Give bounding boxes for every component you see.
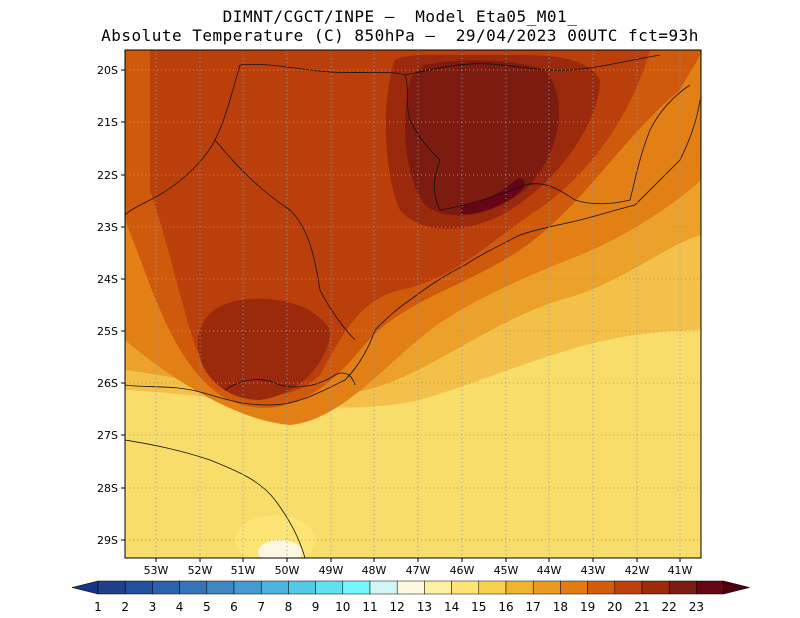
lon-label-42W: 42W bbox=[625, 564, 650, 577]
colorbar-label-1: 1 bbox=[94, 600, 102, 614]
lat-label-25S: 25S bbox=[97, 325, 118, 338]
colorbar-swatch-18 bbox=[560, 580, 588, 595]
lat-label-27S: 27S bbox=[97, 429, 118, 442]
colorbar-label-10: 10 bbox=[335, 600, 350, 614]
lon-label-53W: 53W bbox=[144, 564, 169, 577]
colorbar-swatch-5 bbox=[206, 580, 235, 595]
colorbar-label-23: 23 bbox=[689, 600, 704, 614]
colorbar-label-14: 14 bbox=[444, 600, 459, 614]
colorbar-swatch-23 bbox=[696, 580, 724, 595]
colorbar-label-20: 20 bbox=[607, 600, 622, 614]
colorbar-swatch-20 bbox=[614, 580, 643, 595]
lat-label-22S: 22S bbox=[97, 169, 118, 182]
colorbar-swatch-14 bbox=[451, 580, 480, 595]
state-border-pr bbox=[214, 139, 356, 341]
colorbar-label-12: 12 bbox=[390, 600, 405, 614]
colorbar-label-21: 21 bbox=[634, 600, 649, 614]
state-border-ms bbox=[125, 64, 241, 216]
colorbar: 1 2 3 4 5 6 7 8 9 10 11 12 13 14 15 16 17 18 19 20 21 22 23 bbox=[71, 580, 750, 614]
lon-label-49W: 49W bbox=[319, 564, 344, 577]
boundary-lines bbox=[125, 54, 701, 558]
colorbar-over-arrow bbox=[723, 580, 750, 595]
map-title-line-2: Absolute Temperature (C) 850hPa – 29/04/… bbox=[101, 26, 699, 45]
colorbar-label-3: 3 bbox=[149, 600, 157, 614]
colorbar-label-19: 19 bbox=[580, 600, 595, 614]
graticule bbox=[125, 50, 701, 558]
colorbar-swatch-22 bbox=[668, 580, 697, 595]
state-border-mg-rj bbox=[439, 183, 631, 211]
map-title-line-1: DIMNT/CGCT/INPE – Model Eta05_M01_ bbox=[222, 7, 578, 26]
colorbar-label-16: 16 bbox=[498, 600, 513, 614]
colorbar-label-7: 7 bbox=[257, 600, 265, 614]
colorbar-swatch-3 bbox=[152, 580, 180, 595]
colorbar-label-22: 22 bbox=[662, 600, 677, 614]
colorbar-under-arrow bbox=[71, 580, 99, 595]
colorbar-label-15: 15 bbox=[471, 600, 486, 614]
colorbar-label-8: 8 bbox=[285, 600, 293, 614]
lon-axis: 53W 52W 51W 50W 49W 48W 47W 46W 45W 44W … bbox=[144, 558, 693, 577]
lat-label-20S: 20S bbox=[97, 64, 118, 77]
lat-label-23S: 23S bbox=[97, 221, 118, 234]
colorbar-label-4: 4 bbox=[176, 600, 184, 614]
state-border-sp-mg bbox=[239, 63, 441, 211]
colorbar-swatch-12 bbox=[396, 580, 425, 595]
colorbar-swatch-4 bbox=[179, 580, 208, 595]
lon-label-52W: 52W bbox=[188, 564, 213, 577]
lon-label-43W: 43W bbox=[581, 564, 606, 577]
lon-label-44W: 44W bbox=[537, 564, 562, 577]
lat-label-28S: 28S bbox=[97, 482, 118, 495]
colorbar-label-2: 2 bbox=[121, 600, 129, 614]
colorbar-swatch-16 bbox=[505, 580, 534, 595]
lon-label-47W: 47W bbox=[406, 564, 431, 577]
colorbar-swatch-17 bbox=[532, 580, 561, 595]
colorbar-swatch-8 bbox=[288, 580, 316, 595]
colorbar-swatch-9 bbox=[315, 580, 344, 595]
lon-label-46W: 46W bbox=[450, 564, 475, 577]
lat-label-21S: 21S bbox=[97, 116, 118, 129]
lat-label-29S: 29S bbox=[97, 534, 118, 547]
lat-axis: 20S 21S 22S 23S 24S 25S 26S 27S 28S 29S bbox=[97, 64, 125, 547]
state-border-mg-north bbox=[404, 54, 661, 76]
colorbar-label-11: 11 bbox=[362, 600, 377, 614]
colorbar-swatch-21 bbox=[641, 580, 670, 595]
coastline bbox=[125, 99, 701, 406]
colorbar-swatch-10 bbox=[342, 580, 371, 595]
lat-label-24S: 24S bbox=[97, 273, 118, 286]
lon-label-50W: 50W bbox=[275, 564, 300, 577]
colorbar-swatch-6 bbox=[233, 580, 262, 595]
band-21 bbox=[405, 60, 560, 216]
lon-label-51W: 51W bbox=[231, 564, 256, 577]
colorbar-swatch-11 bbox=[369, 580, 398, 595]
lon-label-41W: 41W bbox=[668, 564, 693, 577]
state-border-rs bbox=[125, 439, 306, 558]
colorbar-label-13: 13 bbox=[417, 600, 432, 614]
colorbar-swatch-7 bbox=[260, 580, 289, 595]
colorbar-swatch-1 bbox=[97, 580, 126, 595]
lat-label-26S: 26S bbox=[97, 377, 118, 390]
state-border-sc bbox=[224, 372, 356, 391]
colorbar-label-17: 17 bbox=[526, 600, 541, 614]
colorbar-swatch-19 bbox=[587, 580, 616, 595]
colorbar-swatch-2 bbox=[124, 580, 153, 595]
band-22 bbox=[460, 178, 525, 215]
colorbar-label-6: 6 bbox=[230, 600, 238, 614]
colorbar-swatch-13 bbox=[424, 580, 452, 595]
band-20-south bbox=[197, 298, 330, 400]
lon-label-45W: 45W bbox=[494, 564, 519, 577]
colorbar-swatch-15 bbox=[478, 580, 507, 595]
lon-label-48W: 48W bbox=[362, 564, 387, 577]
state-border-es bbox=[629, 84, 691, 201]
colorbar-label-5: 5 bbox=[203, 600, 211, 614]
band-12-patch bbox=[258, 540, 302, 558]
colorbar-label-9: 9 bbox=[312, 600, 320, 614]
map-frame bbox=[124, 49, 702, 559]
colorbar-label-18: 18 bbox=[553, 600, 568, 614]
